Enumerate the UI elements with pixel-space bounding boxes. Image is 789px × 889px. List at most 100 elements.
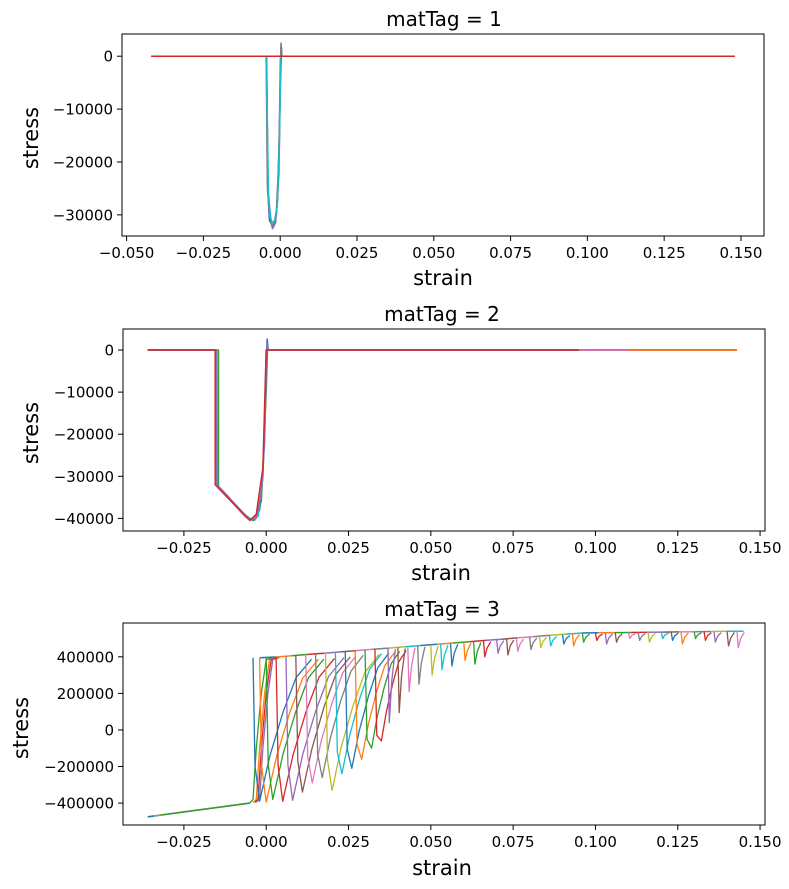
x-tick-label: 0.150 — [719, 244, 762, 262]
series-line — [420, 643, 438, 647]
subplot-mattag-3: matTag = 3 −0.025 0.000 0.025 0.050 0.075 0.1… — [9, 597, 782, 880]
x-tick-label: 0.075 — [489, 244, 532, 262]
series-line — [324, 653, 380, 791]
y-axis: 0 −10000 −20000 −30000 −40000 — [54, 342, 123, 528]
x-tick-label: 0.025 — [327, 833, 370, 851]
series-line — [581, 632, 590, 643]
x-tick-label: 0.025 — [327, 539, 370, 557]
series-line — [517, 635, 534, 639]
series-line — [430, 644, 439, 676]
series-line — [571, 633, 581, 647]
series-line — [637, 632, 646, 642]
series-line — [660, 631, 669, 640]
series-line — [485, 638, 502, 642]
series-line — [548, 635, 558, 647]
y-axis-label: stress — [19, 402, 43, 464]
y-tick-label: −10000 — [53, 101, 113, 119]
x-tick-label: 0.000 — [245, 833, 288, 851]
x-tick-label: 0.075 — [492, 833, 535, 851]
y-tick-label: 0 — [104, 721, 114, 739]
series-line — [285, 656, 345, 801]
series-line — [417, 645, 426, 685]
y-tick-label: −30000 — [53, 206, 113, 224]
series-line — [449, 643, 459, 667]
x-tick-label: 0.000 — [245, 539, 288, 557]
series-line — [680, 631, 689, 645]
x-tick-label: −0.025 — [156, 539, 212, 557]
series-line — [147, 338, 737, 522]
x-tick-label: 0.025 — [336, 244, 379, 262]
series-line — [594, 632, 604, 642]
y-tick-label: −30000 — [54, 468, 114, 486]
series-line — [151, 47, 735, 230]
series-line — [670, 631, 679, 642]
x-tick-label: 0.050 — [412, 244, 455, 262]
series-line — [440, 643, 449, 671]
y-tick-label: −10000 — [54, 384, 114, 402]
x-tick-label: 0.125 — [656, 833, 699, 851]
y-tick-label: 0 — [103, 48, 113, 66]
series-line — [713, 631, 722, 643]
series-line — [305, 654, 357, 784]
series-line — [515, 637, 525, 652]
series-line — [501, 637, 518, 640]
series-line — [314, 653, 364, 779]
series-line — [334, 652, 382, 775]
y-tick-label: −20000 — [53, 153, 113, 171]
series-line — [259, 656, 276, 659]
series-line — [275, 656, 336, 802]
series-line — [147, 349, 737, 520]
chart-title: matTag = 1 — [386, 7, 502, 31]
x-tick-label: 0.100 — [574, 539, 617, 557]
subplot-mattag-2: matTag = 2 −0.025 0.000 0.025 0.050 0.075 0.1… — [19, 302, 782, 585]
series-line — [472, 641, 482, 665]
y-tick-label: 400000 — [57, 648, 114, 666]
chart-title: matTag = 3 — [384, 597, 500, 621]
series-line — [344, 651, 390, 769]
series-line — [151, 55, 735, 227]
series-line — [533, 634, 551, 638]
series-line — [151, 42, 735, 228]
x-tick-label: −0.025 — [176, 244, 232, 262]
x-tick-label: 0.050 — [409, 833, 452, 851]
series-line — [340, 649, 357, 653]
series-line — [258, 657, 319, 803]
series-line — [151, 55, 735, 226]
series-line — [397, 647, 406, 714]
x-axis-label: strain — [412, 856, 472, 880]
series-line — [147, 341, 737, 521]
x-axis-label: strain — [413, 266, 473, 290]
series-line — [693, 631, 702, 640]
series-line — [482, 640, 492, 658]
series-line — [627, 632, 636, 640]
x-axis-label: strain — [411, 561, 471, 585]
x-tick-label: 0.100 — [566, 244, 609, 262]
series-line — [469, 639, 486, 643]
x-tick-label: 0.125 — [643, 244, 686, 262]
series-line — [275, 654, 292, 658]
series-line — [147, 349, 737, 521]
subplot-mattag-1: matTag = 1 −0.050 −0.025 0.000 0.025 0.050 0.… — [19, 7, 765, 290]
plot-frame — [121, 33, 765, 237]
y-axis-label: stress — [19, 107, 43, 169]
series-line — [463, 642, 472, 662]
y-tick-label: −40000 — [54, 510, 114, 528]
series-line — [726, 631, 735, 647]
series-line — [160, 802, 250, 816]
series-line — [703, 631, 712, 642]
series-line — [151, 43, 735, 228]
series-line — [404, 644, 422, 648]
series-line — [147, 349, 737, 522]
series-line — [388, 646, 405, 649]
series-line — [604, 632, 614, 645]
y-tick-label: −200000 — [44, 758, 114, 776]
series-group — [147, 630, 745, 818]
x-tick-label: −0.050 — [99, 244, 155, 262]
x-tick-label: 0.050 — [409, 539, 452, 557]
x-axis: −0.025 0.000 0.025 0.050 0.075 0.100 0.125 0.15… — [156, 825, 782, 851]
series-line — [324, 651, 341, 654]
series-line — [736, 631, 745, 649]
x-tick-label: 0.150 — [739, 833, 782, 851]
series-line — [372, 647, 389, 651]
